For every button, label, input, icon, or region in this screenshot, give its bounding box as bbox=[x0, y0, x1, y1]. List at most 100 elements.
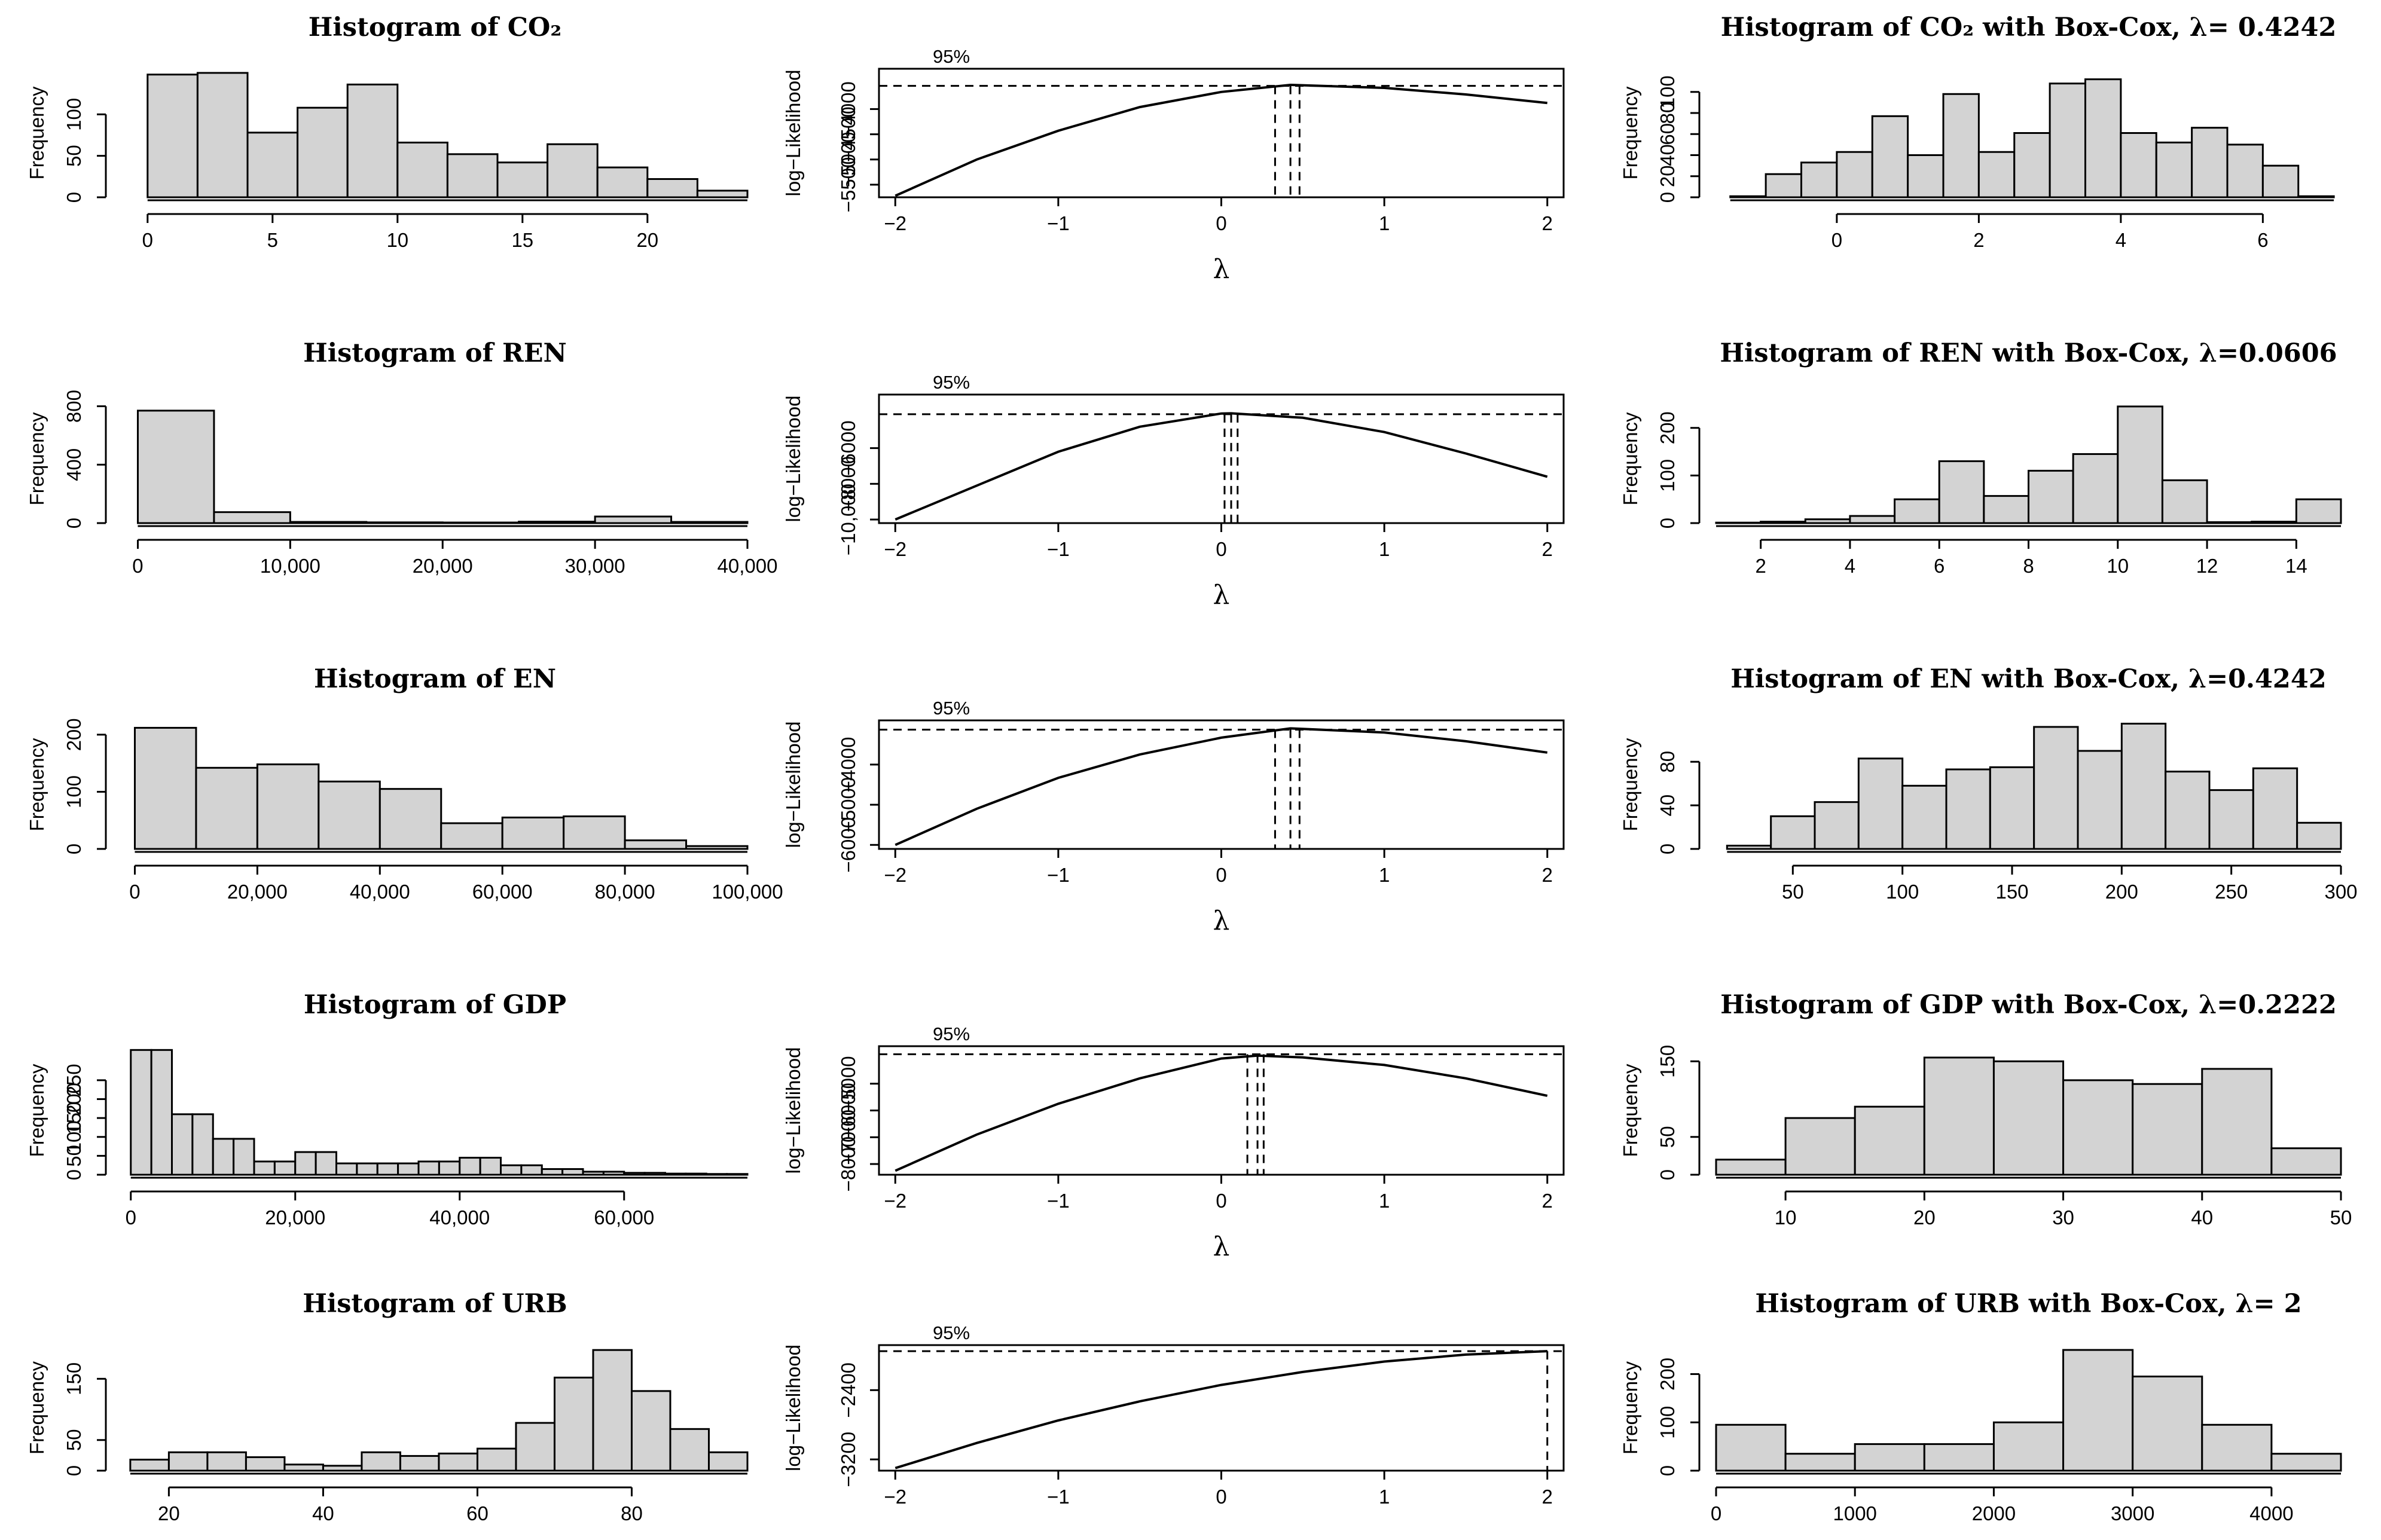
y-tick-label: −5000 bbox=[837, 777, 859, 833]
histogram-bar bbox=[2049, 82, 2086, 198]
histogram-bar bbox=[1992, 1421, 2065, 1472]
urb-transformed-panel: Histogram of URB with Box-Cox, λ= 2 Frequ… bbox=[1619, 1289, 2342, 1524]
likelihood-curve bbox=[895, 1350, 1547, 1469]
y-tick-label: 0 bbox=[1656, 844, 1678, 854]
y-tick-label: 20 bbox=[1656, 165, 1678, 187]
y-axis-label: Frequency bbox=[26, 412, 48, 505]
histogram-bar bbox=[685, 845, 749, 850]
histogram-bar bbox=[2206, 521, 2253, 524]
ci-label: 95% bbox=[933, 46, 970, 67]
histogram-bar bbox=[1849, 515, 1896, 524]
histogram-bar bbox=[129, 1459, 170, 1472]
x-tick-label: 200 bbox=[2105, 881, 2138, 903]
x-tick-label: 0 bbox=[132, 555, 143, 577]
histogram-bar bbox=[2295, 498, 2342, 524]
x-tick-label: −2 bbox=[884, 1486, 906, 1508]
histogram-bar bbox=[1729, 195, 1767, 198]
ci-label: 95% bbox=[933, 372, 970, 393]
y-tick-label: −3200 bbox=[837, 1432, 859, 1487]
histogram-bar bbox=[2072, 453, 2119, 524]
x-tick-label: 0 bbox=[1711, 1502, 1721, 1524]
x-tick-label: 250 bbox=[2215, 881, 2248, 903]
histogram-bar bbox=[2062, 1349, 2134, 1472]
x-tick-label: 4000 bbox=[2249, 1502, 2293, 1524]
histogram-bar bbox=[446, 153, 499, 198]
histogram-bar bbox=[496, 161, 549, 198]
gdp-hist-panel: Histogram of GDP Frequency 0 20,000 40,000 60… bbox=[26, 990, 749, 1229]
x-tick-label: −2 bbox=[884, 864, 906, 886]
x-tick-label: 40 bbox=[2191, 1206, 2213, 1229]
histogram-bar bbox=[2201, 1068, 2273, 1176]
histogram-bar bbox=[670, 521, 749, 524]
x-tick-label: 15 bbox=[511, 229, 533, 251]
x-tick-label: 2 bbox=[1542, 212, 1553, 234]
ci-label: 95% bbox=[933, 698, 970, 719]
x-tick-label: −1 bbox=[1047, 1190, 1070, 1212]
histogram-bar bbox=[2062, 1079, 2134, 1176]
panel-title: Histogram of CO₂ with Box-Cox, λ= 0.4242 bbox=[1721, 13, 2337, 42]
y-tick-label: −8000 bbox=[837, 1136, 859, 1192]
histogram-bar bbox=[191, 1113, 214, 1176]
y-axis-label: log−Likelihood bbox=[782, 70, 804, 197]
y-tick-label: 0 bbox=[1656, 518, 1678, 528]
x-axis-label: λ bbox=[1213, 1232, 1230, 1262]
histogram-bar bbox=[1784, 1453, 1856, 1472]
y-tick-label: 0 bbox=[63, 192, 85, 203]
panel-title: Histogram of REN with Box-Cox, λ=0.0606 bbox=[1720, 338, 2337, 368]
x-tick-label: 80,000 bbox=[595, 881, 655, 903]
x-tick-label: 10 bbox=[1775, 1206, 1797, 1229]
y-tick-label: −8000 bbox=[837, 456, 859, 512]
histogram-bar bbox=[2033, 726, 2079, 850]
histogram-bar bbox=[1938, 460, 1985, 524]
x-tick-label: 100 bbox=[1886, 881, 1919, 903]
y-axis-label: log−Likelihood bbox=[782, 1345, 804, 1471]
co2-hist-panel: Histogram of CO₂ Frequency 0 5 10 15 20 0 50 100 bbox=[26, 13, 749, 251]
x-tick-label: 20 bbox=[636, 229, 658, 251]
en-transformed-panel: Histogram of EN with Box-Cox, λ=0.4242 Fr… bbox=[1619, 664, 2358, 903]
y-tick-label: 0 bbox=[1656, 1465, 1678, 1476]
histogram-bar bbox=[479, 1157, 502, 1176]
y-tick-label: −4500 bbox=[837, 106, 859, 162]
y-tick-label: −4000 bbox=[837, 81, 859, 137]
histogram-bar bbox=[150, 1049, 173, 1176]
x-tick-label: 0 bbox=[129, 881, 140, 903]
y-tick-label: 200 bbox=[1656, 1358, 1678, 1391]
x-tick-label: 40 bbox=[312, 1502, 334, 1524]
y-tick-label: 100 bbox=[63, 775, 85, 808]
histogram-bar bbox=[2251, 521, 2297, 524]
histogram-bar bbox=[2296, 821, 2342, 850]
x-tick-label: 20,000 bbox=[413, 555, 473, 577]
histogram-bar bbox=[2084, 78, 2122, 198]
x-tick-label: 8 bbox=[2023, 555, 2034, 577]
x-tick-label: 20,000 bbox=[227, 881, 288, 903]
histogram-bar bbox=[365, 521, 444, 524]
histogram-bar bbox=[2013, 132, 2051, 198]
histogram-bar bbox=[553, 1376, 594, 1472]
histogram-bar bbox=[1992, 1060, 2065, 1176]
x-tick-label: 2 bbox=[1542, 1190, 1553, 1212]
y-tick-label: 250 bbox=[63, 1064, 85, 1096]
histogram-bar bbox=[594, 515, 673, 524]
histogram-bar bbox=[441, 521, 520, 524]
y-tick-label: −2400 bbox=[837, 1362, 859, 1418]
histogram-bar bbox=[346, 83, 399, 198]
y-axis-label: Frequency bbox=[26, 738, 48, 831]
histogram-bar bbox=[1726, 845, 1772, 850]
histogram-bar bbox=[2270, 1147, 2342, 1176]
x-tick-label: −1 bbox=[1047, 1486, 1070, 1508]
gdp-transformed-panel: Histogram of GDP with Box-Cox, λ=0.2222 F… bbox=[1619, 990, 2352, 1229]
histogram-bar bbox=[318, 780, 381, 850]
x-tick-label: 60 bbox=[466, 1502, 489, 1524]
histogram-bar bbox=[2120, 132, 2157, 198]
co2-transformed-panel: Histogram of CO₂ with Box-Cox, λ= 0.4242… bbox=[1619, 13, 2336, 251]
x-tick-label: 60,000 bbox=[472, 881, 533, 903]
x-tick-label: 0 bbox=[1831, 229, 1842, 251]
panel-title: Histogram of GDP with Box-Cox, λ=0.2222 bbox=[1720, 990, 2337, 1020]
histogram-bar bbox=[2226, 143, 2264, 198]
histogram-bar bbox=[356, 1162, 378, 1176]
y-tick-label: 50 bbox=[1656, 1126, 1678, 1148]
ren-transformed-panel: Histogram of REN with Box-Cox, λ=0.0606 F… bbox=[1619, 338, 2342, 577]
histogram-bar bbox=[1715, 1159, 1787, 1176]
x-tick-label: 2 bbox=[1542, 538, 1553, 560]
x-axis-label: λ bbox=[1213, 580, 1230, 610]
